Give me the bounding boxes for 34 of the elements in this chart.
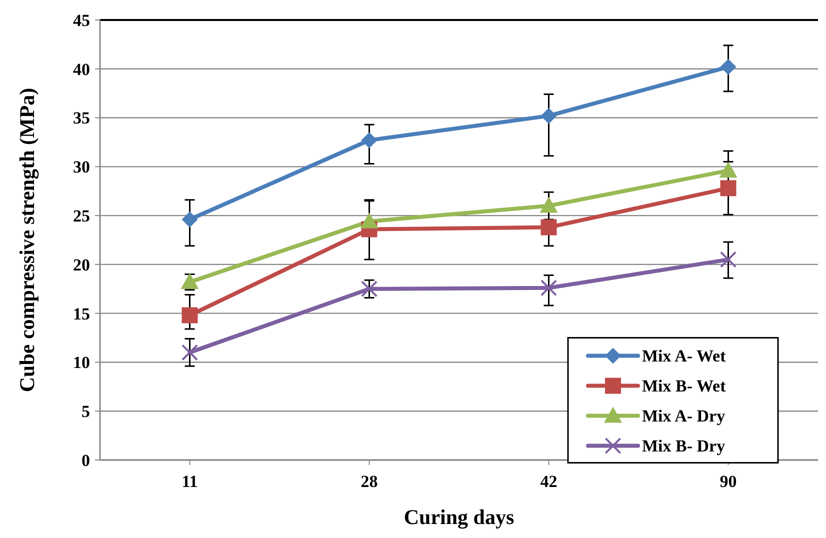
x-tick-label: 11 [182, 472, 198, 491]
legend-label: Mix B- Wet [642, 376, 726, 396]
y-tick-label: 10 [73, 353, 90, 372]
x-tick-label: 42 [540, 472, 558, 491]
point [720, 252, 736, 268]
point [720, 180, 736, 196]
point [182, 344, 198, 360]
y-axis-title: Cube compressive strength (MPa) [15, 88, 39, 392]
y-tick-label: 40 [73, 60, 90, 79]
point [540, 108, 557, 124]
point [719, 162, 738, 178]
point [540, 196, 558, 213]
x-tick-label: 28 [360, 472, 378, 491]
point [360, 212, 378, 228]
legend-label: Mix A- Wet [642, 346, 726, 366]
legend-label: Mix A- Dry [642, 406, 726, 426]
y-tick-label: 35 [73, 108, 90, 128]
y-tick-label: 45 [73, 10, 90, 30]
y-tick-label: 15 [73, 304, 90, 324]
point [720, 58, 736, 75]
point [182, 211, 198, 228]
x-axis-title: Curing days [404, 505, 514, 529]
point [361, 132, 378, 148]
y-tick-label: 25 [73, 206, 90, 226]
point [182, 307, 198, 324]
y-tick-label: 5 [82, 402, 90, 422]
y-tick-label: 20 [73, 255, 90, 274]
point [180, 273, 199, 290]
point [540, 219, 557, 236]
y-tick-label: 0 [82, 450, 90, 470]
y-tick-label: 30 [73, 158, 90, 177]
legend-label: Mix B- Dry [642, 436, 726, 456]
x-tick-label: 90 [720, 472, 737, 491]
point [540, 280, 557, 296]
